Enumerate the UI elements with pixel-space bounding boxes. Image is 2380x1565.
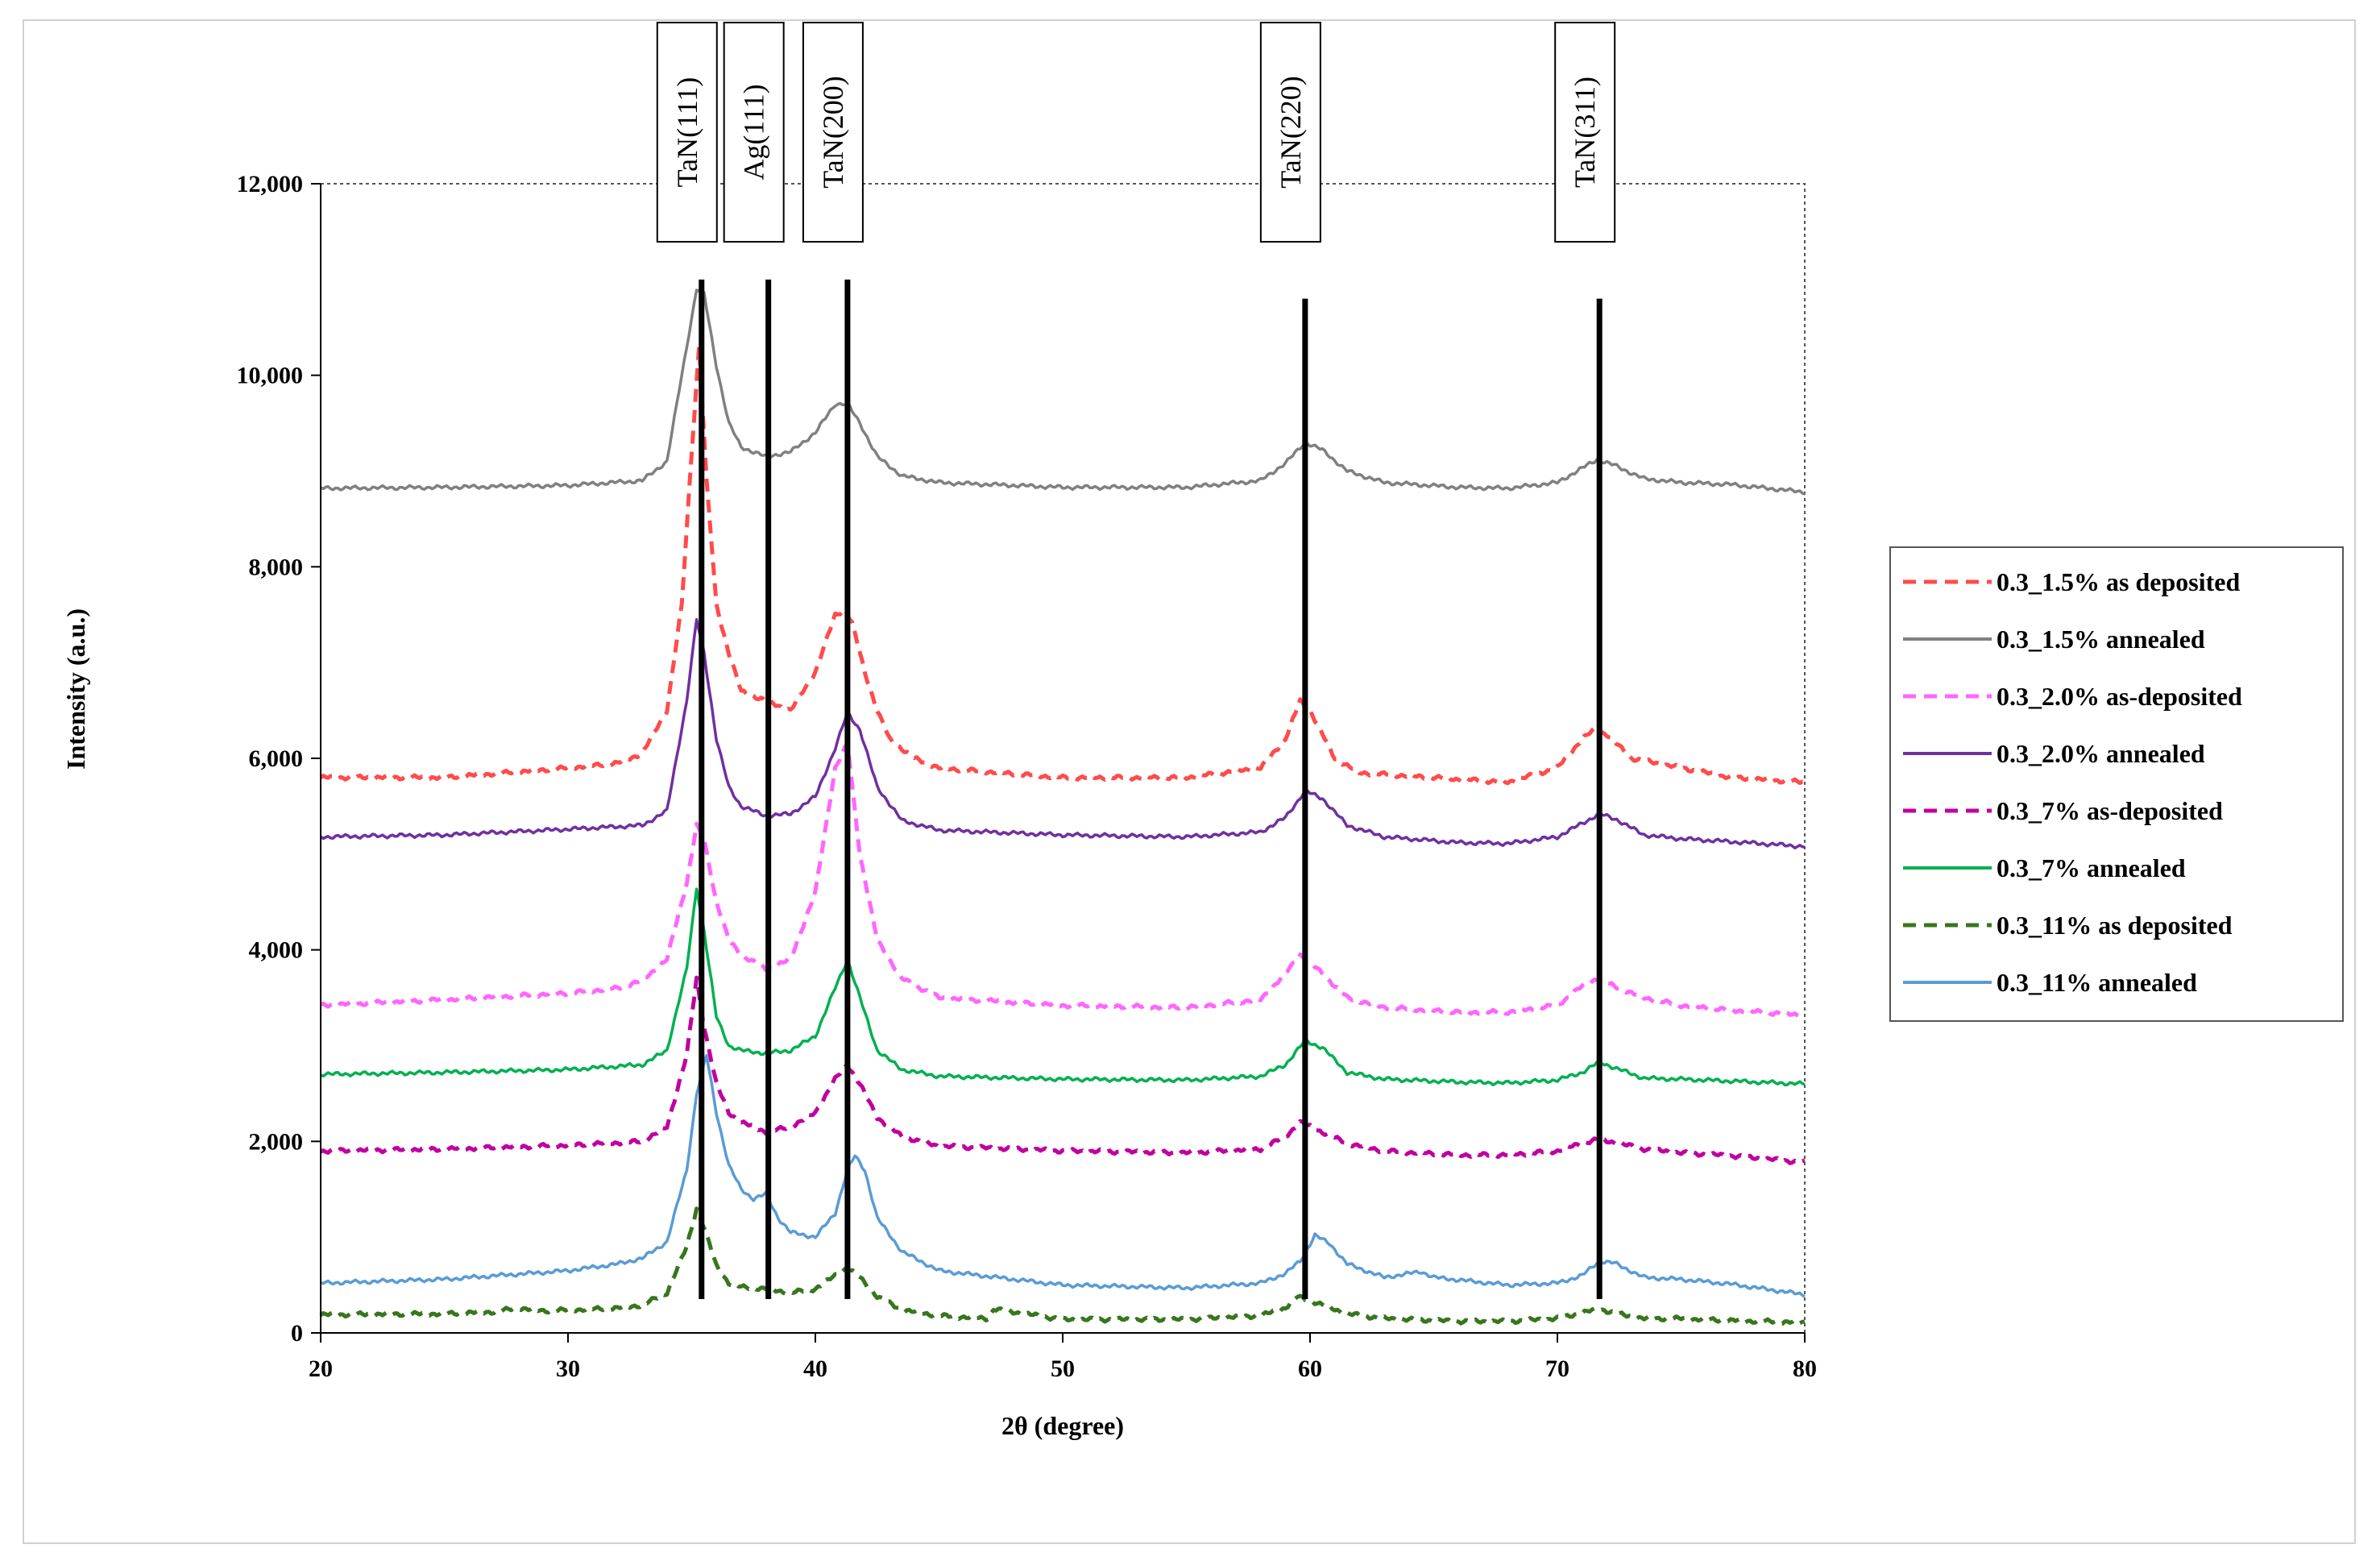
x-tick-label: 50: [1051, 1355, 1075, 1382]
y-axis-title: Intensity (a.u.): [61, 608, 90, 770]
reference-label: TaN(200): [817, 76, 849, 188]
y-tick-label: 2,000: [249, 1128, 304, 1155]
reference-label-box: [656, 22, 718, 243]
legend-label: 0.3_11% annealed: [1996, 968, 2197, 997]
y-tick-label: 6,000: [249, 745, 304, 772]
series-line: [319, 617, 1806, 850]
plot-area: [320, 183, 1806, 1334]
x-tick-label: 30: [556, 1355, 580, 1382]
legend-label: 0.3_1.5% as deposited: [1996, 567, 2240, 596]
legend: 0.3_1.5% as deposited 0.3_1.5% annealed 0.…: [1889, 546, 2344, 1022]
legend-label: 0.3_2.0% as-deposited: [1996, 682, 2242, 711]
series-line: [320, 1053, 1806, 1298]
reference-label-box: [1259, 22, 1321, 243]
x-tick-label: 80: [1793, 1355, 1817, 1382]
y-tick-label: 10,000: [237, 363, 304, 389]
y-tick-label: 4,000: [249, 937, 304, 964]
series-line: [319, 741, 1806, 1019]
series-line: [319, 344, 1805, 786]
axes: 0 2,000 4,000 6,000 8,000 10,000 12,000 20 30 40 5…: [237, 171, 1818, 1382]
x-tick-label: 60: [1298, 1355, 1322, 1382]
reference-label: TaN(311): [1569, 77, 1601, 188]
series-line: [319, 1206, 1806, 1326]
series-line: [320, 289, 1806, 496]
legend-label: 0.3_11% as deposited: [1996, 911, 2233, 940]
legend-box: [1889, 546, 2344, 1022]
series-layer: [319, 289, 1806, 1326]
reference-label-box: [802, 22, 864, 243]
reference-label-box: [723, 22, 785, 243]
reference-lines: TaN(111) Ag(111) TaN(200) TaN(220) TaN(311): [656, 22, 1616, 1299]
legend-label: 0.3_2.0% annealed: [1996, 739, 2205, 768]
legend-label: 0.3_7% as-deposited: [1996, 796, 2223, 825]
figure-frame: [23, 19, 2356, 1544]
reference-label: Ag(111): [738, 84, 770, 180]
x-tick-label: 20: [309, 1355, 333, 1382]
series-line: [319, 975, 1806, 1165]
reference-label: TaN(111): [671, 77, 703, 188]
reference-label-box: [1554, 22, 1616, 243]
y-tick-label: 0: [291, 1320, 303, 1347]
x-tick-label: 40: [803, 1355, 827, 1382]
reference-label: TaN(220): [1275, 76, 1307, 188]
series-line: [320, 887, 1806, 1087]
x-axis-title: 2θ (degree): [1001, 1411, 1124, 1440]
plot-border: [320, 183, 1806, 1334]
legend-label: 0.3_1.5% annealed: [1996, 625, 2205, 654]
x-tick-label: 70: [1545, 1355, 1569, 1382]
legend-label: 0.3_7% annealed: [1996, 853, 2186, 882]
y-tick-label: 12,000: [237, 171, 304, 197]
y-tick-label: 8,000: [249, 554, 304, 580]
